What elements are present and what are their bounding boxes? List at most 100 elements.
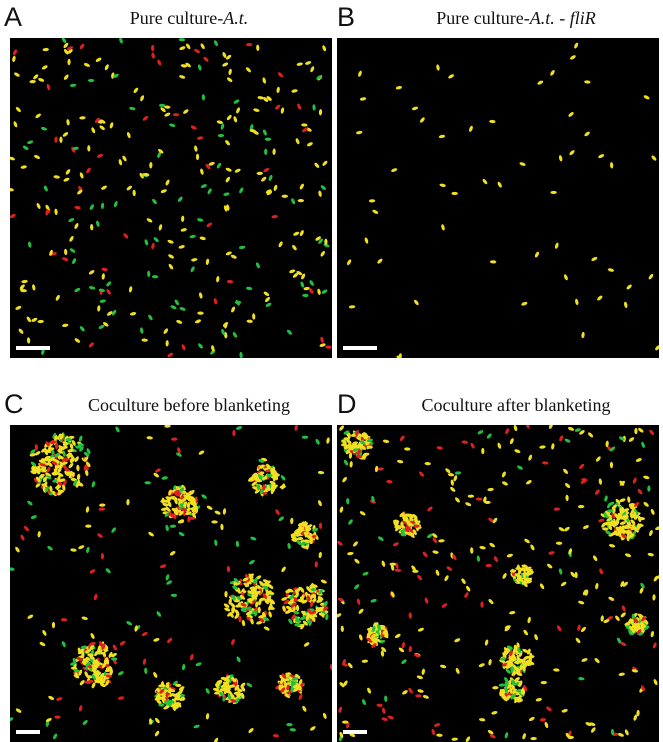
cell bbox=[346, 259, 352, 266]
cell bbox=[235, 107, 240, 114]
cell bbox=[13, 121, 18, 128]
cell bbox=[631, 669, 638, 673]
cell bbox=[358, 634, 363, 641]
cell bbox=[99, 125, 106, 132]
cell bbox=[168, 263, 174, 270]
cell bbox=[624, 553, 631, 558]
cell bbox=[178, 244, 185, 249]
title-part: Pure culture- bbox=[436, 8, 529, 28]
cell bbox=[397, 459, 404, 463]
cell bbox=[99, 503, 106, 507]
cell bbox=[76, 465, 80, 472]
cell bbox=[550, 191, 557, 194]
cell bbox=[78, 705, 83, 712]
cell bbox=[46, 84, 51, 91]
cell bbox=[369, 199, 376, 203]
cell bbox=[493, 556, 499, 563]
cell bbox=[268, 611, 273, 618]
cell bbox=[568, 111, 575, 118]
cell bbox=[10, 156, 15, 161]
cell bbox=[239, 352, 243, 358]
cell bbox=[435, 569, 440, 576]
cell bbox=[653, 679, 658, 686]
cell bbox=[623, 301, 628, 308]
cell bbox=[383, 439, 390, 443]
cell bbox=[179, 74, 186, 79]
cell bbox=[55, 443, 58, 449]
cell bbox=[194, 145, 198, 152]
cell bbox=[339, 506, 344, 513]
cell bbox=[286, 723, 292, 726]
cell bbox=[320, 250, 326, 257]
cell bbox=[401, 689, 408, 695]
cell bbox=[165, 574, 170, 581]
cell bbox=[68, 217, 75, 223]
cell bbox=[438, 539, 445, 543]
cell bbox=[301, 123, 308, 127]
cell bbox=[617, 732, 624, 737]
cell bbox=[13, 72, 20, 78]
cell bbox=[401, 658, 408, 664]
cell bbox=[519, 162, 526, 167]
cell bbox=[203, 56, 210, 63]
title-part: Coculture after blanketing bbox=[422, 395, 611, 415]
cell bbox=[303, 641, 310, 647]
panel-letter: D bbox=[337, 389, 357, 420]
cell bbox=[314, 561, 318, 568]
cell bbox=[352, 541, 359, 548]
cell bbox=[342, 721, 348, 724]
cell bbox=[648, 429, 655, 436]
cell bbox=[296, 103, 301, 110]
cell bbox=[189, 234, 196, 238]
cell bbox=[165, 340, 169, 347]
cell bbox=[79, 679, 86, 686]
cell bbox=[575, 298, 579, 305]
cell bbox=[480, 601, 483, 607]
cell bbox=[258, 607, 261, 613]
cell bbox=[170, 304, 177, 310]
cell bbox=[626, 284, 633, 291]
cell bbox=[37, 320, 44, 324]
cell bbox=[537, 80, 544, 86]
cell bbox=[359, 510, 366, 516]
cell bbox=[63, 177, 70, 183]
cell bbox=[118, 159, 123, 166]
cell bbox=[113, 201, 118, 208]
cell bbox=[436, 64, 440, 71]
cell bbox=[235, 425, 242, 430]
cell bbox=[96, 153, 103, 159]
cell bbox=[441, 602, 448, 608]
cell bbox=[404, 447, 411, 451]
cell bbox=[278, 241, 284, 248]
cell bbox=[200, 183, 207, 189]
cell bbox=[490, 260, 497, 264]
cell bbox=[106, 288, 112, 295]
cell bbox=[398, 353, 402, 358]
cell bbox=[170, 524, 177, 528]
cell bbox=[652, 594, 656, 601]
cell bbox=[468, 125, 473, 132]
cell bbox=[554, 242, 559, 249]
cell bbox=[224, 591, 227, 597]
cell bbox=[256, 172, 263, 175]
cell bbox=[90, 127, 96, 134]
cell bbox=[489, 120, 496, 124]
cell bbox=[575, 637, 582, 644]
cell bbox=[551, 443, 555, 450]
scale-bar bbox=[343, 730, 367, 734]
cell bbox=[88, 269, 95, 275]
cell bbox=[279, 485, 286, 489]
cell bbox=[341, 476, 348, 483]
cell bbox=[643, 501, 650, 508]
cell bbox=[83, 62, 90, 68]
cell bbox=[416, 675, 423, 680]
cell bbox=[163, 328, 169, 335]
figure: A Pure culture-A.t. B Pure culture-A.t. … bbox=[0, 0, 663, 742]
cell bbox=[590, 726, 596, 733]
cell bbox=[197, 342, 204, 349]
cell bbox=[607, 268, 614, 273]
cell bbox=[461, 440, 468, 444]
cell bbox=[548, 425, 554, 430]
cell bbox=[236, 541, 240, 548]
cell bbox=[199, 236, 206, 241]
